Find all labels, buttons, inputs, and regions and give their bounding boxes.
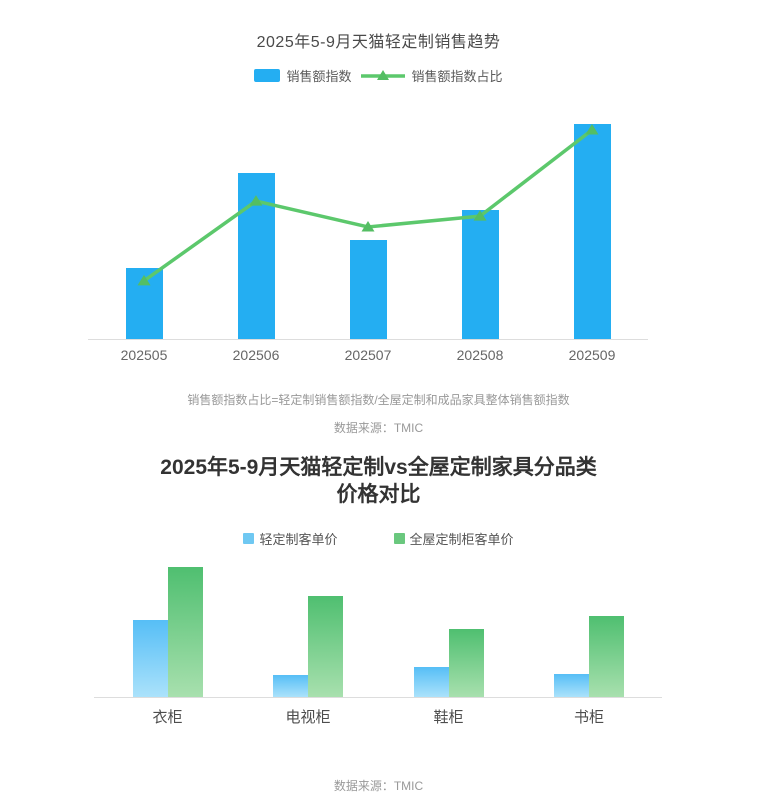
- legend-label: 销售额指数: [286, 69, 352, 84]
- whole-house-price-bar-书柜[interactable]: [589, 616, 624, 697]
- chart2-x-axis: 衣柜 电视柜 鞋柜 书柜: [94, 706, 662, 726]
- x-axis-label: 202507: [344, 347, 392, 363]
- sales-index-bar-202507[interactable]: [349, 240, 387, 339]
- chart1-x-axis: 202505 202506 202507 202508 202509: [88, 347, 648, 365]
- triangle-marker-icon[interactable]: [585, 123, 599, 135]
- legend-item-sales-index-ratio[interactable]: 销售额指数占比: [360, 66, 503, 85]
- x-axis-label: 衣柜: [152, 709, 183, 726]
- whole-house-price-bar-鞋柜[interactable]: [448, 629, 484, 697]
- whole-house-price-bar-电视柜[interactable]: [308, 596, 343, 697]
- sales-index-bar-202508[interactable]: [461, 210, 499, 339]
- light-custom-price-bar-书柜[interactable]: [554, 674, 589, 697]
- chart2-legend: 轻定制客单价 全屋定制柜客单价: [0, 529, 757, 548]
- green-square-swatch-icon: [393, 533, 405, 544]
- whole-house-price-bar-衣柜[interactable]: [167, 567, 203, 697]
- chart2-title-line1: 2025年5-9月天猫轻定制vs全屋定制家具分品类: [160, 456, 597, 479]
- chart2-data-source: 数据来源：TMIC: [333, 779, 424, 793]
- triangle-marker-icon[interactable]: [361, 220, 375, 232]
- x-axis-label: 鞋柜: [433, 709, 464, 726]
- legend-label: 轻定制客单价: [259, 532, 338, 547]
- sales-index-bar-202509[interactable]: [573, 124, 611, 339]
- x-axis-label: 书柜: [573, 709, 605, 726]
- line-swatch-icon: [360, 69, 405, 80]
- legend-item-light-custom-price[interactable]: 轻定制客单价: [243, 529, 338, 548]
- x-axis-label: 202509: [568, 347, 616, 363]
- x-axis-label: 202505: [120, 347, 168, 363]
- chart1-footnote: 销售额指数占比=轻定制销售额指数/全屋定制和成品家具整体销售额指数: [187, 393, 570, 407]
- triangle-marker-icon[interactable]: [137, 274, 151, 286]
- sales-ratio-line[interactable]: [88, 100, 648, 339]
- chart2-title: 2025年5-9月天猫轻定制vs全屋定制家具分品类 价格对比: [0, 454, 757, 508]
- legend-item-sales-index[interactable]: 销售额指数: [254, 66, 352, 85]
- grouped-bar-chart-plot: [94, 560, 662, 698]
- legend-item-whole-house-price[interactable]: 全屋定制柜客单价: [393, 529, 514, 548]
- x-axis-label: 电视柜: [285, 709, 331, 726]
- x-axis-label: 202506: [232, 347, 280, 363]
- triangle-marker-icon[interactable]: [473, 210, 487, 221]
- triangle-marker-icon[interactable]: [249, 195, 263, 206]
- light-custom-price-bar-鞋柜[interactable]: [413, 667, 449, 697]
- chart1-title: 2025年5-9月天猫轻定制销售趋势: [256, 34, 501, 51]
- blue-square-swatch-icon: [243, 533, 255, 544]
- chart1-data-source: 数据来源：TMIC: [333, 421, 424, 435]
- chart1-legend: 销售额指数 销售额指数占比: [0, 66, 757, 85]
- bar-swatch-icon: [254, 69, 281, 82]
- x-axis-label: 202508: [456, 347, 504, 363]
- light-custom-price-bar-衣柜[interactable]: [132, 620, 168, 697]
- legend-label: 销售额指数占比: [411, 69, 503, 84]
- combo-chart-plot: [88, 100, 648, 340]
- legend-label: 全屋定制柜客单价: [409, 532, 514, 547]
- chart2-title-line2: 价格对比: [336, 483, 421, 506]
- light-custom-price-bar-电视柜[interactable]: [273, 675, 308, 697]
